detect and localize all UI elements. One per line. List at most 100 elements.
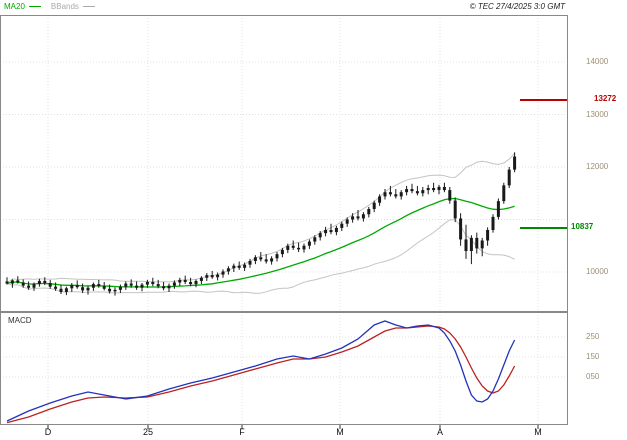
candlestick xyxy=(480,240,484,249)
candlestick xyxy=(151,281,155,285)
candlestick xyxy=(237,265,241,268)
candlestick xyxy=(91,284,95,288)
support-level-label: 10837 xyxy=(570,222,595,233)
candlestick xyxy=(5,281,9,284)
price-tick-label: 10000 xyxy=(586,267,609,276)
candlestick xyxy=(405,189,409,193)
candlestick xyxy=(37,280,41,285)
candlestick xyxy=(437,186,441,191)
candlestick xyxy=(432,188,436,191)
candlestick xyxy=(64,288,68,292)
macd-tick-label: 150 xyxy=(586,352,600,361)
candlestick xyxy=(243,264,247,268)
candlestick xyxy=(378,196,382,203)
candlestick xyxy=(410,189,414,192)
time-axis: D 25 F M A M xyxy=(0,427,568,439)
candlestick xyxy=(156,284,160,287)
time-axis-label: A xyxy=(436,427,443,437)
time-axis-label: M xyxy=(534,427,542,437)
candlestick xyxy=(280,249,284,255)
candlestick xyxy=(399,192,403,197)
candlestick xyxy=(345,219,349,224)
candlestick xyxy=(340,223,344,228)
candlestick xyxy=(194,280,198,285)
macd-tick-label: 250 xyxy=(586,332,600,341)
bollinger-lower-line xyxy=(6,219,515,294)
candlestick xyxy=(167,285,171,289)
candlestick xyxy=(291,245,295,248)
candlestick xyxy=(81,287,85,291)
candlestick xyxy=(113,289,117,292)
time-axis-label: M xyxy=(336,427,344,437)
candlestick xyxy=(10,280,14,284)
candlestick xyxy=(70,285,74,289)
candlestick xyxy=(442,186,446,191)
candlestick xyxy=(448,190,452,201)
candlestick xyxy=(102,286,106,289)
time-axis-label: 25 xyxy=(142,427,153,437)
bbands-legend-label: BBands xyxy=(50,2,79,11)
candlestick xyxy=(75,285,79,288)
candlestick xyxy=(502,185,506,202)
candlestick xyxy=(129,283,133,286)
candlestick xyxy=(453,200,457,219)
candlestick xyxy=(351,216,355,220)
candlestick xyxy=(97,284,101,287)
macd-panel-border xyxy=(0,312,568,425)
candlestick xyxy=(421,190,425,194)
candlestick xyxy=(415,191,419,194)
candlestick xyxy=(496,201,500,217)
candlestick xyxy=(286,245,290,250)
candlestick xyxy=(394,194,398,197)
candlestick xyxy=(21,282,25,286)
price-tick-label: 12000 xyxy=(586,162,609,171)
candlestick xyxy=(491,216,495,230)
candlestick xyxy=(334,227,338,233)
candlestick xyxy=(108,288,112,292)
candlestick xyxy=(297,247,301,250)
resistance-level-label: 13272 xyxy=(593,94,618,105)
macd-tick-label: 050 xyxy=(586,372,600,381)
ma20-legend-label: MA20 xyxy=(4,2,25,11)
macd-line xyxy=(6,320,516,422)
candlestick xyxy=(124,283,128,287)
candlestick xyxy=(205,275,209,278)
candlestick xyxy=(426,188,430,191)
candlestick xyxy=(48,283,52,287)
candlestick xyxy=(248,260,252,265)
candlestick xyxy=(264,259,268,262)
price-scale: 14000 13000 12000 10000 250 150 050 xyxy=(586,0,626,440)
candlestick xyxy=(270,258,274,262)
copyright-text: © TEC 27/4/2025 3:0 GMT xyxy=(469,2,565,11)
price-panel-border xyxy=(0,15,568,312)
candlestick xyxy=(54,286,58,289)
candlestick xyxy=(27,285,31,288)
candlestick xyxy=(275,254,279,259)
candlestick xyxy=(324,230,328,234)
candlestick xyxy=(32,284,36,288)
candlestick xyxy=(140,284,144,288)
bollinger-upper-line xyxy=(6,152,515,284)
candlestick xyxy=(183,279,187,282)
time-axis-label: D xyxy=(44,427,52,437)
candlestick xyxy=(210,275,214,278)
price-tick-label: 14000 xyxy=(586,57,609,66)
time-axis-label: F xyxy=(239,427,245,437)
candlestick xyxy=(118,286,122,290)
candlestick xyxy=(313,237,317,242)
candlestick xyxy=(388,192,392,195)
candlestick xyxy=(221,271,225,275)
candlestick xyxy=(513,156,517,170)
candlestick xyxy=(86,287,90,291)
macd-signal-line xyxy=(6,325,516,424)
candlestick xyxy=(232,265,236,269)
candlestick xyxy=(329,230,333,233)
candlestick xyxy=(172,282,176,286)
candlestick xyxy=(367,209,371,215)
candlestick xyxy=(145,281,149,285)
candlestick xyxy=(459,218,463,240)
candlestick xyxy=(307,241,311,246)
candlestick xyxy=(372,202,376,209)
